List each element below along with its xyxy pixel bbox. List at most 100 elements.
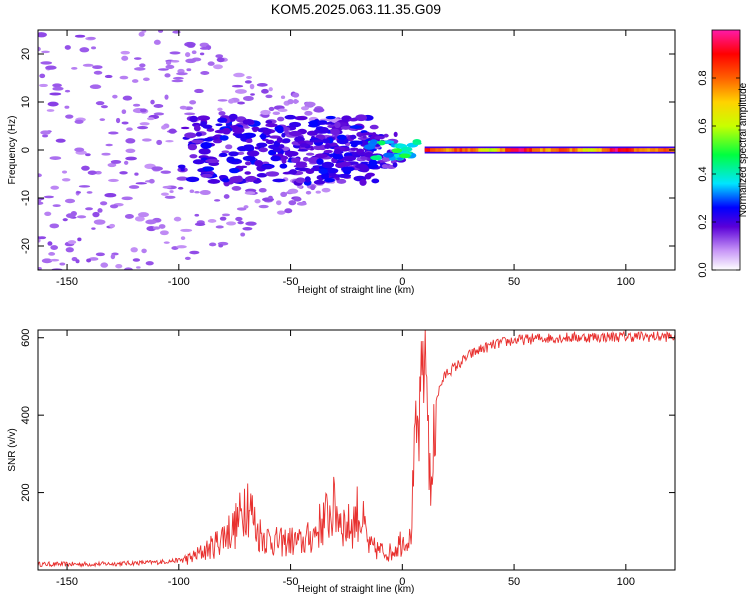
spectrogram-speckle [132,103,141,107]
spectrogram-cluster [265,123,278,128]
spectrogram-cluster [337,173,352,178]
spectrogram-cluster [253,179,262,184]
spectrogram-speckle [82,63,94,67]
spectrogram-speckle [87,36,96,40]
spectrogram-cluster [369,124,379,130]
spectrogram-x-tick-label: -150 [56,276,78,288]
spectrogram-speckle [272,111,281,116]
spectrogram-speckle [292,92,300,98]
spectrogram-cluster [294,116,308,121]
spectrogram-speckle [40,130,51,135]
spectrogram-cluster [276,137,283,143]
spectrogram-speckle [277,108,288,113]
spectrogram-cluster [203,137,214,142]
spectrogram-y-tick-label: 0 [20,147,32,153]
zero-line-segment [510,148,514,152]
zero-line-segment [628,148,632,152]
zero-line-segment [615,148,619,152]
spectrogram-speckle [194,222,206,226]
spectrogram-cluster [359,178,367,186]
zero-line-segment [666,148,670,152]
spectrogram-speckle [242,95,254,101]
spectrogram-speckle [221,150,230,154]
spectrogram-speckle [171,79,184,83]
spectrogram-cluster [337,134,347,141]
zero-line-segment [649,148,653,152]
snr-x-tick-label: -150 [56,576,78,588]
spectrogram-speckle [296,185,303,189]
spectrogram-speckle [65,114,74,119]
colorbar-ticks: 0.0 0.2 0.4 0.6 0.8 [697,70,740,278]
zero-line-segment [489,148,493,152]
spectrogram-speckle [52,83,62,88]
spectrogram-speckle [199,190,211,196]
spectrogram-speckle [74,34,86,38]
spectrogram-speckle [237,221,244,225]
spectrogram-speckle [94,170,102,175]
spectrogram-speckle [240,232,246,237]
spectrogram-cluster [364,173,372,180]
spectrogram-speckle [74,147,85,152]
spectrogram-speckle [137,125,149,130]
spectrogram-cluster [191,139,204,144]
spectrogram-speckle [218,111,226,116]
zero-line-segment [633,148,637,152]
spectrogram-cluster [192,159,205,165]
spectrogram-speckle [215,54,224,59]
spectrogram-cluster [352,154,361,158]
spectrogram-speckle [97,208,103,213]
spectrogram-cluster [284,150,299,157]
spectrogram-speckle [150,99,155,105]
spectrogram-speckle [52,204,61,207]
spectrogram-speckle [158,68,169,71]
zero-line-segment [558,148,562,152]
spectrogram-blob [378,140,386,146]
spectrogram-speckle [121,121,129,125]
spectrogram-speckle [47,241,53,246]
spectrogram-speckle [180,126,190,130]
spectrogram-speckle [49,92,62,96]
spectrogram-speckle [109,204,119,209]
spectrogram-cluster [295,177,306,184]
spectrogram-speckle [159,230,169,236]
spectrogram-speckle [215,123,223,127]
zero-line-segment [448,148,452,152]
snr-y-tick-label: 600 [20,329,32,347]
spectrogram-speckle [107,162,117,168]
spectrogram-speckle [38,238,41,243]
spectrogram-speckle [64,105,70,109]
snr-x-ticks: -150 -100 -50 0 50 100 [56,330,635,588]
spectrogram-cluster [274,125,284,133]
zero-line-segment [451,148,455,152]
zero-line-segment [542,148,546,152]
spectrogram-speckle [381,164,389,169]
spectrogram-cluster [189,115,198,123]
zero-line-segment [497,148,501,152]
spectrogram-speckle [134,172,139,176]
spectrogram-cluster [219,152,228,157]
spectrogram-cluster [221,178,230,183]
spectrogram-speckle [123,160,129,165]
spectrogram-speckle [296,201,307,206]
zero-line-segment [424,148,428,152]
spectrogram-cluster [332,154,344,160]
spectrogram-speckle [280,191,288,197]
spectrogram-cluster [226,156,236,164]
spectrogram-speckle [164,94,169,100]
spectrogram-speckle [199,52,205,56]
spectrogram-speckle [194,191,200,194]
spectrogram-speckle [71,66,78,70]
zero-line-segment [636,148,640,152]
spectrogram-cluster [316,158,324,165]
spectrogram-speckle [235,216,243,222]
spectrogram-speckle [78,185,91,188]
spectrogram-speckle [219,216,227,221]
spectrogram-speckle [313,107,325,113]
spectrogram-speckle [158,224,166,229]
spectrogram-cluster [350,143,358,148]
spectrogram-cluster [323,149,333,154]
spectrogram-speckle [214,199,221,202]
spectrogram-speckle [39,73,46,79]
zero-line-segment [623,148,627,152]
spectrogram-speckle [249,83,255,90]
